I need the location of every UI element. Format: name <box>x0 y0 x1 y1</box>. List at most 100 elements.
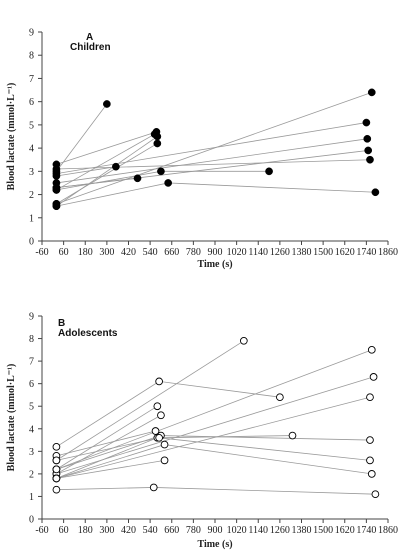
data-point <box>157 411 165 420</box>
data-point <box>155 433 163 442</box>
panel-title: Adolescents <box>58 328 118 339</box>
x-tick-label: 1380 <box>292 525 312 536</box>
y-tick-label: 6 <box>29 379 34 390</box>
series-layer <box>52 336 380 499</box>
y-tick-label: 1 <box>29 213 34 224</box>
data-point <box>153 402 162 411</box>
y-tick-label: 0 <box>29 515 34 526</box>
data-point <box>153 139 162 148</box>
x-tick-label: -60 <box>35 525 48 536</box>
series-line <box>56 396 371 479</box>
x-tick-label: 1260 <box>270 247 290 258</box>
x-tick-label: 300 <box>99 247 114 258</box>
x-tick-label: 1020 <box>227 525 247 536</box>
x-tick-label: 900 <box>208 247 223 258</box>
x-tick-label: 1500 <box>313 247 333 258</box>
series-line <box>56 103 108 172</box>
y-tick-label: 4 <box>29 144 34 155</box>
data-point <box>288 431 297 440</box>
x-axis-title: Time (s) <box>197 259 232 270</box>
series-line <box>56 405 158 470</box>
y-tick-label: 7 <box>29 357 34 368</box>
x-axis-title: Time (s) <box>197 539 232 550</box>
data-point <box>52 202 61 211</box>
data-point <box>265 167 273 176</box>
data-point <box>367 345 376 354</box>
data-point <box>52 442 61 451</box>
data-point <box>160 456 169 465</box>
data-point <box>164 179 172 187</box>
y-tick-label: 7 <box>29 74 34 85</box>
data-point <box>149 483 158 492</box>
x-tick-label: 1140 <box>248 525 268 536</box>
data-point <box>52 172 61 180</box>
y-tick-label: 2 <box>29 469 34 480</box>
data-point <box>160 440 169 449</box>
y-axis-title: Blood lactate (mmol·L⁻¹) <box>6 83 17 191</box>
x-tick-label: 780 <box>186 525 201 536</box>
y-tick-label: 8 <box>29 334 34 345</box>
x-tick-label: 300 <box>99 525 114 536</box>
data-point <box>363 134 372 143</box>
y-tick-label: 3 <box>29 167 34 178</box>
series-line <box>56 487 376 495</box>
x-tick-label: 1140 <box>248 247 268 258</box>
y-tick-label: 2 <box>29 190 34 201</box>
y-tick-label: 9 <box>29 312 34 323</box>
x-tick-label: 1500 <box>313 525 333 536</box>
x-tick-label: 1740 <box>356 525 376 536</box>
data-point <box>364 146 373 155</box>
x-tick-label: 1620 <box>335 247 355 258</box>
series-line <box>56 435 370 470</box>
panel-title: Children <box>70 42 111 53</box>
y-tick-label: 5 <box>29 120 34 131</box>
series-line <box>56 138 368 184</box>
x-tick-label: 60 <box>59 525 69 536</box>
series-line <box>56 131 157 165</box>
x-tick-label: 540 <box>143 525 158 536</box>
data-point <box>367 88 376 97</box>
data-point <box>369 373 378 381</box>
series-line <box>56 166 116 177</box>
x-tick-label: -60 <box>35 247 48 258</box>
x-tick-label: 180 <box>78 247 93 258</box>
x-tick-label: 780 <box>186 247 201 258</box>
x-tick-label: 1860 <box>378 525 398 536</box>
data-point <box>366 436 374 444</box>
series-line <box>56 349 372 470</box>
axes <box>41 32 388 242</box>
y-tick-label: 8 <box>29 51 34 62</box>
y-tick-label: 3 <box>29 447 34 458</box>
data-point <box>133 174 142 183</box>
ticks: -60 60 180 300 420 540 660 780 900 1020 1140 1260 13… <box>29 28 398 259</box>
data-point <box>366 155 374 164</box>
x-tick-label: 1020 <box>227 247 247 258</box>
x-tick-label: 660 <box>164 525 179 536</box>
data-point <box>157 167 165 176</box>
x-tick-label: 1380 <box>292 247 312 258</box>
x-tick-label: 1740 <box>356 247 376 258</box>
y-tick-label: 4 <box>29 424 34 435</box>
ticks: -60 60 180 300 420 540 660 780 900 1020 1140 1260 13… <box>29 312 398 537</box>
y-tick-label: 5 <box>29 402 34 413</box>
y-axis-title: Blood lactate (mmol·L⁻¹) <box>6 364 17 472</box>
series-layer <box>52 88 380 211</box>
data-point <box>155 377 163 386</box>
x-tick-label: 660 <box>164 247 179 258</box>
x-tick-label: 1860 <box>378 247 398 258</box>
data-point <box>52 474 61 483</box>
data-point <box>366 393 374 402</box>
panel-b-adolescents: -60 60 180 300 420 540 660 780 900 1020 1140 1260 13… <box>6 312 398 550</box>
data-point <box>52 186 61 194</box>
series-line <box>56 340 245 461</box>
panel-letter: A <box>86 32 93 43</box>
x-tick-label: 420 <box>121 525 136 536</box>
x-tick-label: 420 <box>121 247 136 258</box>
data-point <box>103 100 111 108</box>
data-point <box>112 162 120 171</box>
data-point <box>367 470 376 478</box>
data-point <box>276 393 284 402</box>
x-tick-label: 1260 <box>270 525 290 536</box>
series-line <box>56 122 367 175</box>
